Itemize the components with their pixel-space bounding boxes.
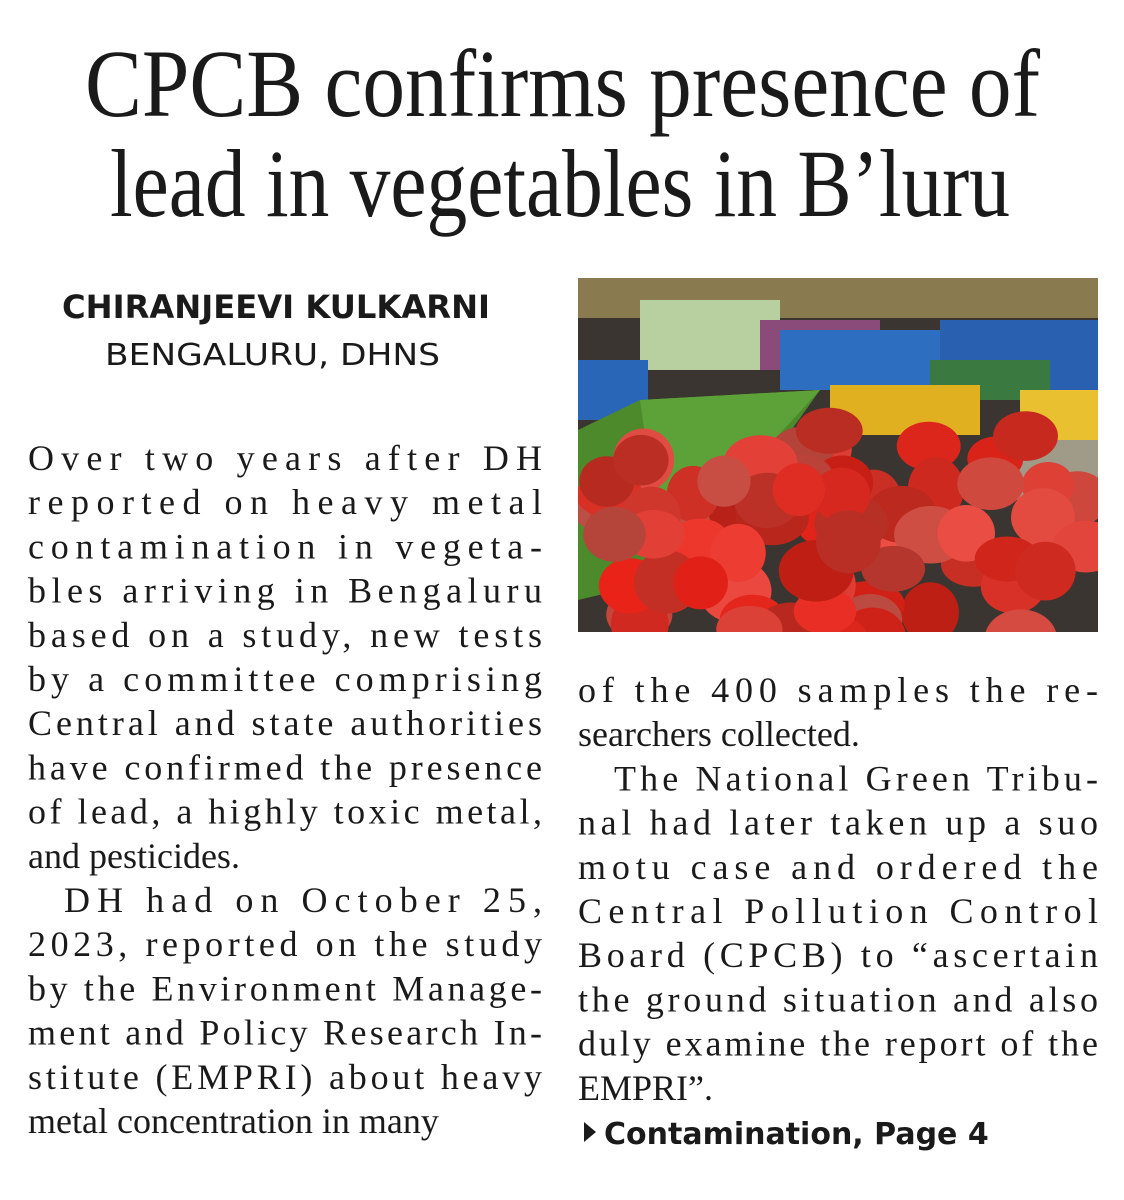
- tomato: [795, 407, 863, 454]
- tomato: [815, 510, 881, 574]
- body-line: stitute (EMPRI) about heavy: [28, 1057, 542, 1097]
- tomato: [710, 523, 766, 583]
- tomato: [957, 457, 1025, 510]
- body-line: bles arriving in Bengaluru: [28, 571, 542, 611]
- body-line: Central Pollution Control: [578, 891, 1098, 931]
- body-line: searchers collected.: [578, 714, 860, 754]
- tomato: [901, 582, 959, 632]
- body-line: contamination in vegeta-: [28, 526, 542, 566]
- body-line: 2023, reported on the study: [28, 924, 542, 964]
- body-line: reported on heavy metal: [28, 482, 542, 522]
- body-line: and pesticides.: [28, 836, 240, 876]
- tomato: [896, 421, 961, 471]
- body-line: Board (CPCB) to “ascertain: [578, 935, 1098, 975]
- tomato: [583, 506, 646, 562]
- tomato: [716, 605, 783, 632]
- photo: [578, 278, 1098, 632]
- body-line: motu case and ordered the: [578, 847, 1098, 887]
- tomato: [772, 463, 825, 517]
- tomato: [613, 434, 669, 486]
- dateline: BENGALURU, DHNS: [105, 338, 440, 373]
- body-line: of lead, a highly toxic metal,: [28, 792, 542, 832]
- tomato: [993, 411, 1058, 461]
- body-line: Over two years after DH: [28, 438, 542, 478]
- body-line: ment and Policy Research In-: [28, 1013, 542, 1053]
- body-line: by a committee comprising: [28, 659, 542, 699]
- tomato: [673, 556, 728, 610]
- headline: lead in vegetables in B’luru: [110, 130, 1010, 237]
- tomato: [812, 467, 871, 523]
- body-line: DH had on October 25,: [64, 880, 542, 920]
- body-line: The National Green Tribu-: [614, 758, 1098, 798]
- body-line: based on a study, new tests: [28, 615, 542, 655]
- tomato: [1015, 541, 1076, 601]
- headline: CPCB confirms presence of: [85, 30, 1040, 137]
- body-line: Central and state authorities: [28, 703, 542, 743]
- body-line: by the Environment Manage-: [28, 968, 542, 1008]
- jump-line: Contamination, Page 4: [604, 1117, 989, 1152]
- body-line: have confirmed the presence: [28, 747, 542, 787]
- body-line: the ground situation and also: [578, 979, 1098, 1019]
- body-line: metal concentration in many: [28, 1101, 439, 1141]
- jump-arrow: [584, 1122, 596, 1142]
- body-line: EMPRI”.: [578, 1068, 713, 1108]
- body-line: duly examine the report of the: [578, 1024, 1098, 1064]
- author: CHIRANJEEVI KULKARNI: [62, 288, 490, 326]
- tomato: [985, 609, 1056, 632]
- body-line: nal had later taken up a suo: [578, 803, 1098, 843]
- tomato: [697, 455, 751, 507]
- body-line: of the 400 samples the re-: [578, 670, 1098, 710]
- tomato: [861, 545, 926, 592]
